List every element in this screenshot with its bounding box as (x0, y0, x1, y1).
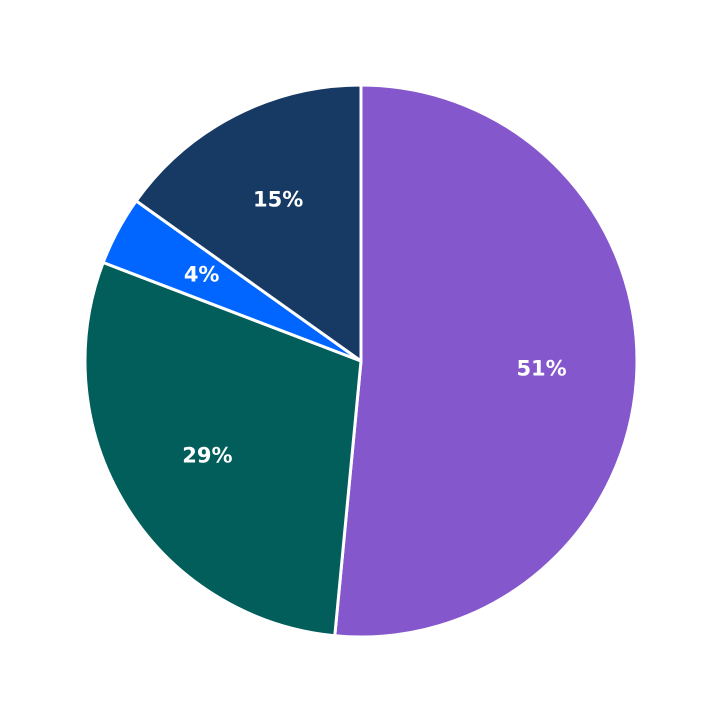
data-label: 29% (182, 443, 232, 467)
data-label: 51% (516, 357, 566, 381)
data-label: 15% (253, 187, 303, 211)
pie-slice (134, 83, 363, 363)
pie-slice (333, 83, 639, 639)
data-label: 4% (184, 263, 220, 287)
pie-slice (83, 260, 363, 638)
